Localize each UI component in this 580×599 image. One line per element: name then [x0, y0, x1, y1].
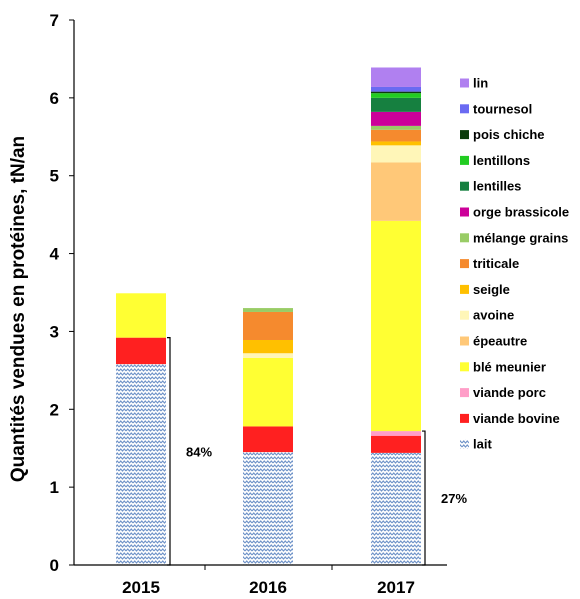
y-axis-label: Quantités vendues en protéines, tN/an — [8, 136, 29, 482]
legend-label: lentilles — [473, 179, 521, 194]
bar-segment-melange-grains-2017 — [371, 125, 421, 130]
bar-segment-viande-bovine-2015 — [116, 337, 166, 365]
legend-swatch — [460, 284, 469, 294]
legend-swatch — [460, 130, 469, 140]
legend-label: blé meunier — [473, 359, 546, 374]
annotation-label-2015: 84% — [186, 444, 212, 459]
bar-segment-melange-grains-2016 — [243, 308, 293, 312]
bar-stack-2017 — [371, 67, 421, 565]
y-tick-label: 5 — [50, 167, 59, 186]
legend-swatch — [460, 78, 469, 88]
legend-item-triticale: triticale — [460, 256, 519, 271]
bar-segment-triticale-2016 — [243, 311, 293, 340]
legend: lin tournesol pois chiche lentillons lentill… — [460, 76, 569, 452]
y-tick-label: 3 — [50, 322, 59, 341]
bar-segment-viande-porc-2017 — [371, 431, 421, 436]
bracket-2015 — [167, 337, 171, 566]
percent-annotations: 84% 27% — [167, 337, 467, 566]
legend-label: seigle — [473, 282, 510, 297]
y-tick-label: 6 — [50, 89, 59, 108]
legend-item-lentilles: lentilles — [460, 179, 521, 194]
bar-segment-viande-bovine-2016 — [243, 426, 293, 453]
bar-segment-orge-brassicole-2017 — [371, 111, 421, 126]
bar-segment-triticale-2017 — [371, 129, 421, 142]
legend-label: épeautre — [473, 334, 527, 349]
bars — [116, 67, 421, 565]
y-axis-ticks: 0 1 2 3 4 5 6 7 — [50, 11, 74, 575]
bar-segment-viande-bovine-2017 — [371, 435, 421, 453]
legend-swatch — [460, 104, 469, 114]
legend-item-melange-grains: mélange grains — [460, 230, 568, 245]
bar-segment-lait-2016 — [243, 452, 293, 565]
x-axis-ticks: 2015 2016 2017 — [122, 565, 415, 597]
legend-label: tournesol — [473, 101, 532, 116]
legend-swatch — [460, 388, 469, 398]
legend-item-avoine: avoine — [460, 308, 514, 323]
legend-swatch — [460, 259, 469, 269]
legend-label: lin — [473, 76, 488, 91]
annotation-label-2017: 27% — [441, 491, 467, 506]
y-tick-label: 2 — [50, 400, 59, 419]
bar-segment-lait-2015 — [116, 364, 166, 565]
y-tick-label: 1 — [50, 478, 59, 497]
bar-stack-2016 — [243, 308, 293, 565]
legend-item-lin: lin — [460, 76, 488, 91]
bar-segment-ble-meunier-2017 — [371, 220, 421, 432]
legend-label: mélange grains — [473, 230, 568, 245]
x-tick-label: 2017 — [377, 578, 415, 597]
legend-item-tournesol: tournesol — [460, 101, 532, 116]
legend-swatch — [460, 181, 469, 191]
legend-swatch — [460, 362, 469, 372]
bar-segment-lentilles-2017 — [371, 97, 421, 112]
bar-segment-lait-2017 — [371, 452, 421, 565]
legend-label: pois chiche — [473, 127, 545, 142]
legend-item-seigle: seigle — [460, 282, 510, 297]
legend-item-viande-porc: viande porc — [460, 385, 546, 400]
bar-segment-pois-chiche-2017 — [371, 91, 421, 94]
y-tick-label: 0 — [50, 556, 59, 575]
legend-item-viande-bovine: viande bovine — [460, 411, 560, 426]
legend-swatch — [460, 439, 469, 449]
axes — [73, 20, 447, 566]
legend-item-epeautre: épeautre — [460, 334, 527, 349]
bar-segment-ble-meunier-2016 — [243, 357, 293, 427]
bar-segment-seigle-2016 — [243, 339, 293, 354]
legend-item-pois-chiche: pois chiche — [460, 127, 545, 142]
bar-segment-avoine-2017 — [371, 145, 421, 163]
legend-label: avoine — [473, 308, 514, 323]
legend-swatch — [460, 413, 469, 423]
bar-segment-tournesol-2017 — [371, 86, 421, 92]
legend-swatch — [460, 207, 469, 217]
legend-label: lentillons — [473, 153, 530, 168]
bar-segment-epeautre-2017 — [371, 162, 421, 221]
legend-item-orge-brassicole: orge brassicole — [460, 205, 569, 220]
legend-label: lait — [473, 437, 492, 452]
legend-item-ble-meunier: blé meunier — [460, 359, 546, 374]
legend-label: orge brassicole — [473, 205, 569, 220]
bar-segment-avoine-2016 — [243, 353, 293, 358]
legend-label: triticale — [473, 256, 519, 271]
legend-label: viande bovine — [473, 411, 560, 426]
legend-label: viande porc — [473, 385, 546, 400]
bar-segment-seigle-2017 — [371, 141, 421, 146]
bracket-2017 — [422, 430, 426, 566]
y-tick-label: 4 — [50, 245, 60, 264]
y-tick-label: 7 — [50, 11, 59, 30]
bar-segment-lentillons-2017 — [371, 93, 421, 98]
bar-segment-ble-meunier-2015 — [116, 293, 166, 338]
legend-swatch — [460, 310, 469, 320]
legend-item-lait: lait — [460, 437, 492, 452]
legend-swatch — [460, 155, 469, 165]
legend-item-lentillons: lentillons — [460, 153, 530, 168]
x-tick-label: 2016 — [249, 578, 287, 597]
legend-swatch — [460, 336, 469, 346]
x-tick-label: 2015 — [122, 578, 160, 597]
bar-segment-lin-2017 — [371, 67, 421, 87]
legend-swatch — [460, 233, 469, 243]
bar-stack-2015 — [116, 293, 166, 565]
